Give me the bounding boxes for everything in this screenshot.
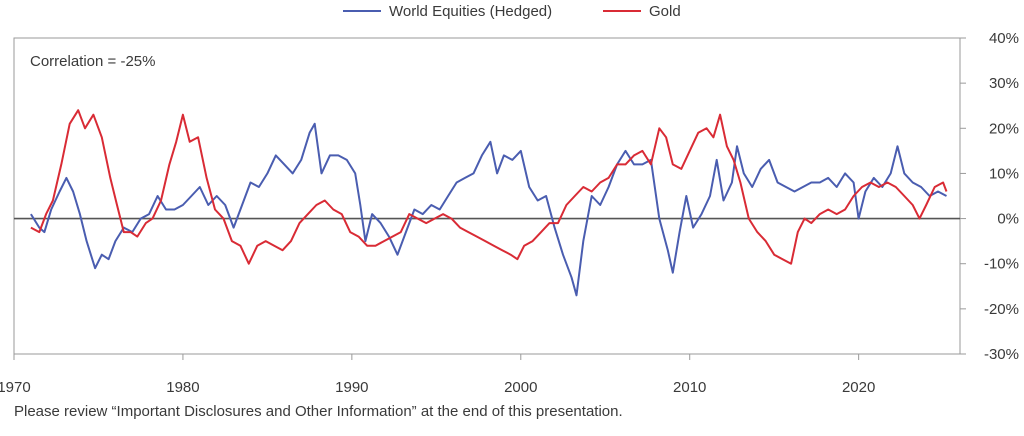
- series-line-gold: [30, 109, 948, 265]
- x-tick-label: 1980: [166, 379, 199, 396]
- series-line-world-equities: [30, 122, 947, 297]
- footnote: Please review “Important Disclosures and…: [14, 403, 623, 420]
- plot-frame: [13, 37, 961, 355]
- y-tick-label: -10%: [984, 256, 1019, 273]
- x-tick-label: 1970: [0, 379, 31, 396]
- x-tick-label: 2020: [842, 379, 875, 396]
- x-axis: 1970 1980 1990 2000 2010 2020: [0, 354, 875, 396]
- x-tick-label: 2010: [673, 379, 706, 396]
- y-tick-label: -20%: [984, 301, 1019, 318]
- y-tick-label: 20%: [989, 120, 1019, 137]
- y-axis: 40% 30% 20% 10% 0% -10% -20% -30%: [960, 30, 1019, 363]
- y-tick-label: 0%: [997, 211, 1019, 228]
- x-tick-label: 2000: [504, 379, 537, 396]
- y-tick-label: 10%: [989, 165, 1019, 182]
- y-tick-label: 40%: [989, 30, 1019, 47]
- correlation-annotation: Correlation = -25%: [30, 53, 155, 70]
- y-tick-label: -30%: [984, 346, 1019, 363]
- x-tick-label: 1990: [335, 379, 368, 396]
- series-layer: [30, 109, 948, 297]
- legend-label: Gold: [649, 3, 681, 20]
- y-tick-label: 30%: [989, 75, 1019, 92]
- legend: World Equities (Hedged) Gold: [343, 3, 681, 20]
- legend-label: World Equities (Hedged): [389, 3, 552, 20]
